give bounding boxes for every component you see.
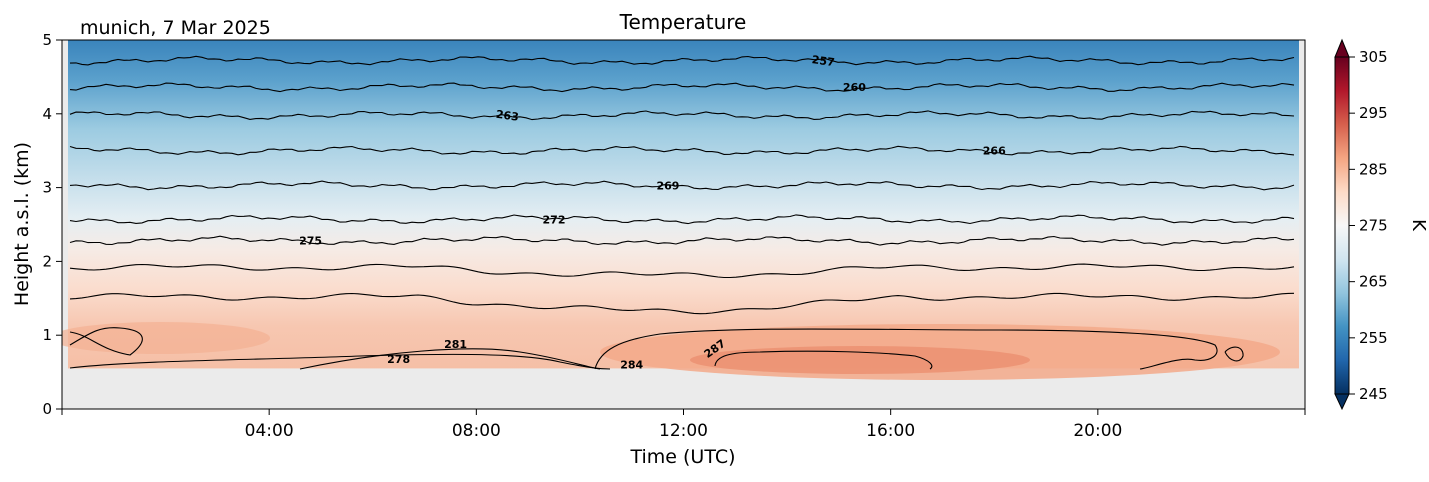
colorbar-label: K (1408, 219, 1429, 232)
colorbar-tick-label: 265 (1359, 273, 1388, 291)
contour-label-278: 278 (387, 353, 410, 366)
x-axis-ticks: 04:00 08:00 12:00 16:00 20:00 (61, 409, 1306, 441)
y-axis-ticks: 0 1 2 3 4 5 (42, 31, 62, 418)
contour-line-260 (69, 82, 1295, 93)
contour-line-263 (69, 110, 1295, 121)
contour-label-272: 272 (543, 213, 566, 226)
contour-label-269: 269 (656, 179, 679, 192)
y-tick-label: 4 (42, 105, 52, 123)
colorbar-tick-label: 255 (1359, 329, 1388, 347)
contour-label-284: 284 (620, 359, 643, 372)
y-tick-label: 0 (42, 400, 52, 418)
contour-label-260: 260 (843, 81, 866, 94)
contour-line-287 (714, 346, 1244, 370)
chart-title: Temperature (619, 10, 747, 34)
x-tick-label: 04:00 (245, 421, 294, 441)
contour-line-266 (69, 145, 1295, 156)
contour-line-269 (69, 180, 1295, 191)
colorbar-tick-label: 305 (1359, 48, 1388, 66)
temperature-field (68, 40, 1299, 369)
contour-label-266: 266 (983, 145, 1006, 158)
contour-label-263: 263 (495, 108, 520, 124)
colorbar-extend-bottom (1334, 393, 1350, 411)
warm-patches (62, 322, 1280, 380)
colorbar-tick-label: 285 (1359, 160, 1388, 178)
chart-subtitle: munich, 7 Mar 2025 (80, 17, 271, 39)
colorbar-tick-label: 275 (1359, 217, 1388, 235)
contour-line-281 (69, 327, 601, 370)
x-tick-label: 20:00 (1073, 421, 1122, 441)
colorbar-tick-label: 295 (1359, 104, 1388, 122)
contour-lines (69, 55, 1295, 370)
x-tick-label: 08:00 (452, 421, 501, 441)
colorbar-tick-label: 245 (1359, 385, 1388, 403)
contour-line-275 (69, 235, 1295, 246)
colorbar: 245 255 265 275 285 295 305 K (1334, 38, 1429, 411)
colorbar-body (1335, 57, 1349, 394)
contour-line-257 (69, 55, 1295, 66)
colorbar-extend-top (1334, 38, 1350, 58)
contour-label-257: 257 (811, 53, 836, 69)
contour-line-278 (69, 353, 611, 370)
x-tick-label: 12:00 (659, 421, 708, 441)
contour-label-281: 281 (444, 338, 467, 351)
contour-line-unlabeled (69, 263, 1295, 279)
y-axis-label: Height a.s.l. (km) (11, 142, 33, 306)
y-tick-label: 5 (42, 31, 52, 49)
warm-patch (62, 322, 270, 354)
y-tick-label: 3 (42, 179, 52, 197)
x-axis-label: Time (UTC) (629, 446, 735, 468)
colorbar-ticks: 245 255 265 275 285 295 305 (1349, 48, 1388, 403)
y-tick-label: 2 (42, 252, 52, 270)
x-tick-label: 16:00 (866, 421, 915, 441)
y-tick-label: 1 (42, 326, 52, 344)
contour-line-284 (594, 328, 1218, 370)
contour-line-unlabeled (69, 292, 1295, 315)
contour-line-272 (69, 214, 1295, 225)
contour-label-275: 275 (299, 235, 322, 248)
warm-patch (690, 346, 1030, 374)
